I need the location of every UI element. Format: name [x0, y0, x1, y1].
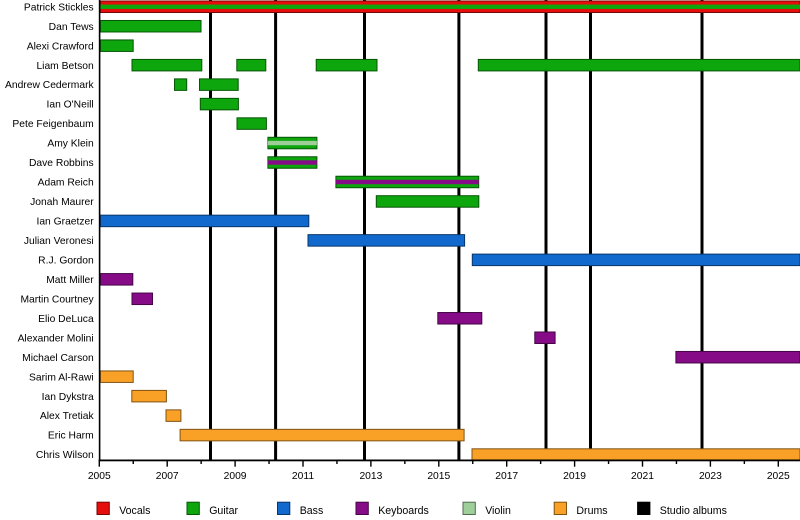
svg-text:Drums: Drums [576, 505, 607, 517]
svg-text:Alexi Crawford: Alexi Crawford [27, 41, 94, 52]
svg-text:Jonah Maurer: Jonah Maurer [30, 197, 94, 208]
svg-text:Sarim Al-Rawi: Sarim Al-Rawi [29, 372, 94, 383]
svg-text:Matt Miller: Matt Miller [46, 275, 94, 286]
svg-text:Ian Graetzer: Ian Graetzer [36, 217, 94, 228]
svg-text:2023: 2023 [699, 471, 722, 482]
svg-text:Andrew Cedermark: Andrew Cedermark [5, 80, 95, 91]
svg-text:Eric Harm: Eric Harm [48, 431, 94, 442]
svg-text:Ian O'Neill: Ian O'Neill [47, 100, 94, 111]
svg-text:Patrick Stickles: Patrick Stickles [24, 2, 94, 13]
svg-text:2025: 2025 [767, 471, 790, 482]
svg-text:Pete Feigenbaum: Pete Feigenbaum [12, 119, 93, 130]
svg-text:Bass: Bass [300, 505, 324, 517]
svg-text:2021: 2021 [631, 471, 654, 482]
svg-text:Michael Carson: Michael Carson [22, 353, 94, 364]
svg-text:Ian Dykstra: Ian Dykstra [42, 392, 94, 403]
svg-text:Elio DeLuca: Elio DeLuca [38, 314, 94, 325]
svg-text:2011: 2011 [292, 471, 314, 482]
svg-text:Guitar: Guitar [209, 505, 238, 517]
svg-text:2009: 2009 [224, 471, 247, 482]
svg-text:R.J. Gordon: R.J. Gordon [38, 255, 94, 266]
svg-text:Vocals: Vocals [119, 505, 150, 517]
svg-text:Alexander Molini: Alexander Molini [18, 333, 94, 344]
svg-text:2007: 2007 [156, 471, 179, 482]
svg-text:Martin Courtney: Martin Courtney [20, 294, 94, 305]
svg-text:Dave Robbins: Dave Robbins [29, 158, 94, 169]
svg-text:2005: 2005 [88, 471, 111, 482]
svg-text:Chris Wilson: Chris Wilson [36, 450, 94, 461]
svg-text:Studio albums: Studio albums [660, 505, 727, 517]
svg-text:Adam Reich: Adam Reich [38, 178, 94, 189]
svg-text:2019: 2019 [563, 471, 586, 482]
svg-text:Julian Veronesi: Julian Veronesi [24, 236, 94, 247]
svg-text:Dan Tews: Dan Tews [49, 22, 94, 33]
svg-text:2017: 2017 [495, 471, 518, 482]
svg-text:2015: 2015 [427, 471, 450, 482]
svg-text:Violin: Violin [485, 505, 511, 517]
svg-text:Alex Tretiak: Alex Tretiak [40, 411, 95, 422]
svg-text:Keyboards: Keyboards [378, 505, 429, 517]
svg-text:Amy Klein: Amy Klein [47, 139, 94, 150]
svg-text:2013: 2013 [359, 471, 382, 482]
svg-text:Liam Betson: Liam Betson [36, 61, 94, 72]
